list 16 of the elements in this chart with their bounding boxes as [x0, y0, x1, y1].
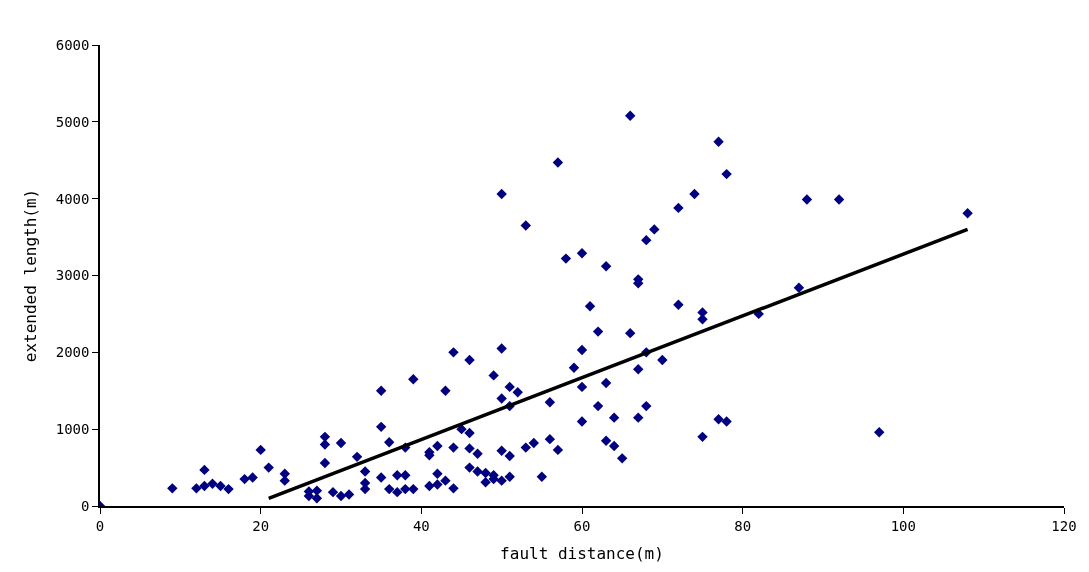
y-tick-label: 0	[81, 497, 90, 514]
y-tick-label: 2000	[55, 344, 90, 361]
x-tick-label: 40	[412, 517, 430, 534]
y-tick-label: 1000	[55, 421, 90, 438]
y-tick-label: 4000	[55, 190, 90, 207]
y-axis-title: extended length(m)	[21, 188, 41, 363]
y-tick-label: 5000	[55, 113, 90, 130]
x-axis-title: fault distance(m)	[500, 543, 664, 563]
x-tick-label: 20	[252, 517, 270, 534]
x-tick-label: 0	[95, 517, 105, 534]
x-tick-label: 60	[573, 517, 591, 534]
x-tick-label: 120	[1051, 517, 1077, 534]
y-tick-label: 6000	[55, 36, 90, 53]
x-tick-label: 80	[734, 517, 752, 534]
y-tick-label: 3000	[55, 267, 90, 284]
x-tick-label: 100	[890, 517, 916, 534]
